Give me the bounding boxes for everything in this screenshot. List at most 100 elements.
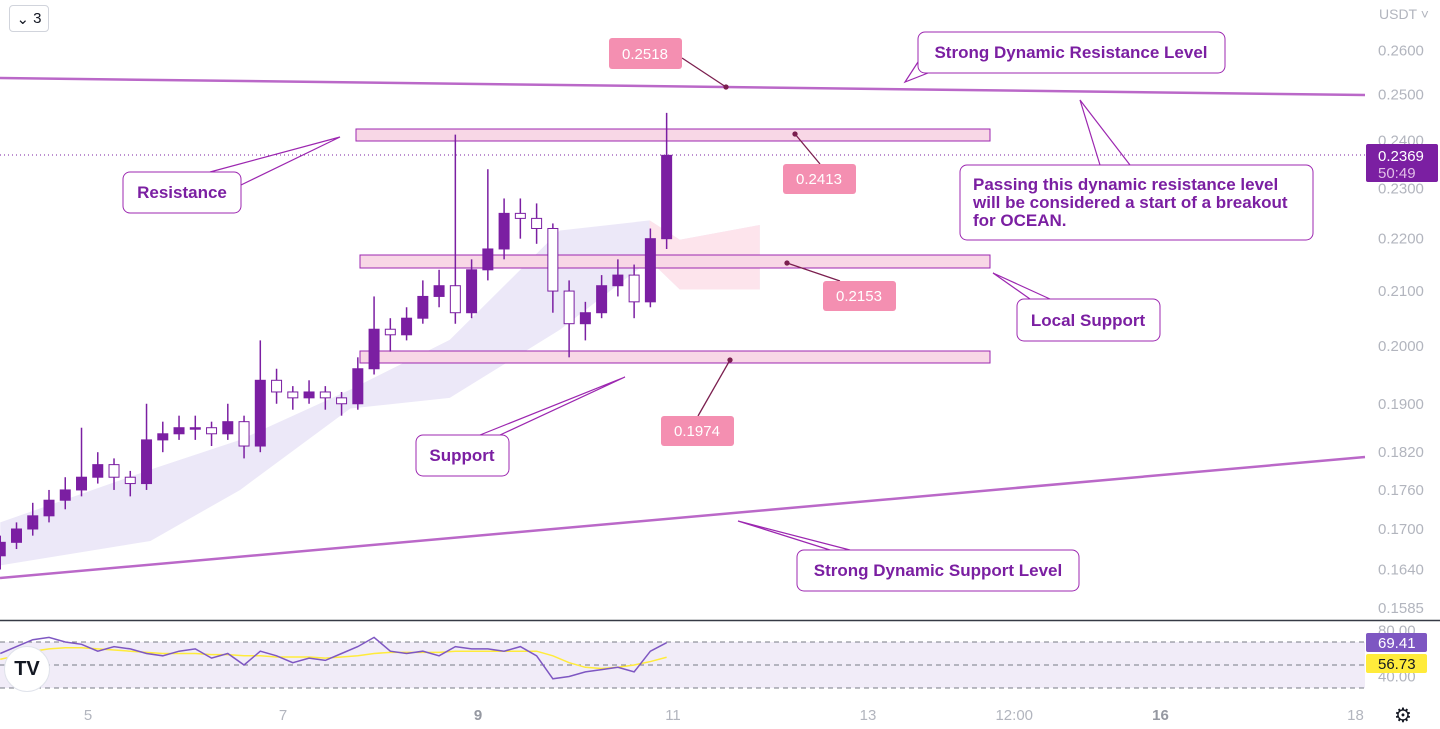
candle-body [303,391,315,399]
price-tick-label: 0.1820 [1378,444,1424,461]
time-tick-label: 11 [665,707,681,724]
rsi-ma-value: 56.73 [1378,656,1416,673]
callout-support[interactable]: Support [415,434,510,477]
resistance-zone[interactable] [355,128,991,142]
candle-body [222,421,234,435]
candle-body [124,476,136,485]
currency-selector[interactable]: USDT ˅ [1379,6,1429,22]
local-support-zone[interactable] [359,254,991,269]
candle-body [661,154,673,240]
candle-body [141,439,153,485]
callout-strong-support[interactable]: Strong Dynamic Support Level [796,549,1080,592]
price-tick-label: 0.2000 [1378,338,1424,355]
candle-body [352,368,364,405]
price-tick-label: 0.2500 [1378,87,1424,104]
rsi-value-tag: 69.41 [1366,633,1427,652]
callout-text: Strong Dynamic Support Level [814,561,1062,580]
callout-text: will be considered a start of a breakout [972,193,1288,212]
rsi-value: 69.41 [1378,635,1416,652]
dynamic-resistance-trendline[interactable] [0,76,1366,97]
price-tag-0.2153: 0.2153 [823,281,896,311]
rsi-line [0,636,667,680]
price-tick-label: 0.1640 [1378,561,1424,578]
price-pointer-lines [681,57,841,417]
candle-body [449,285,461,314]
price-tag-text: 0.2518 [622,46,668,63]
candle-body [11,528,23,543]
dynamic-support-trendline[interactable] [0,455,1366,580]
time-tick-label: 12:00 [995,707,1033,724]
time-axis[interactable]: 5 7 9 11 13 12:00 16 18 [84,707,1364,724]
candle-body [547,227,559,292]
chevron-down-icon: ⌄ [16,10,30,28]
time-tick-label: 5 [84,707,92,724]
callout-breakout-note[interactable]: Passing this dynamic resistance level wi… [959,164,1314,241]
candle-body [238,421,250,447]
candle-body [417,295,429,319]
callout-resistance[interactable]: Resistance [122,171,242,214]
price-tick-label: 0.1760 [1378,482,1424,499]
time-tick-label: 13 [860,707,877,724]
settings-gear-icon[interactable]: ⚙ [1394,705,1412,727]
interval-selector[interactable]: ⌄ 3 [9,5,49,32]
price-tag-text: 0.1974 [674,423,720,440]
support-zone[interactable] [359,350,991,364]
candle-body [319,391,331,399]
callout-text: Strong Dynamic Resistance Level [934,43,1207,62]
rsi-band [0,642,1365,688]
candle-countdown: 50:49 [1378,165,1416,182]
callout-local-support[interactable]: Local Support [1016,298,1161,342]
price-tick-label: 0.2300 [1378,181,1424,198]
price-tag-0.2518: 0.2518 [609,38,682,69]
candle-body [336,397,348,405]
candle-body [644,238,656,303]
candle-body [612,274,624,287]
time-tick-label: 18 [1347,707,1364,724]
callout-pointers [209,61,1131,551]
candle-body [92,464,104,478]
time-tick-label: 16 [1152,707,1169,724]
chevron-down-icon: ˅ [1420,6,1429,22]
candle-body [579,312,591,325]
price-tick-label: 0.1585 [1378,600,1424,617]
candle-body [254,379,266,447]
callout-text: Local Support [1031,311,1146,330]
candle-body [76,476,88,491]
candle-body [27,515,39,530]
candle-body [0,541,6,557]
candle-body [206,427,218,435]
currency-label: USDT [1379,6,1417,22]
rsi-ma-tag: 56.73 [1366,654,1427,673]
candle-body [59,489,71,501]
callout-strong-resistance[interactable]: Strong Dynamic Resistance Level [917,31,1226,74]
candle-body [384,328,396,336]
price-tick-label: 0.2200 [1378,231,1424,248]
interval-label: 3 [33,10,42,27]
tradingview-logo-icon[interactable]: TV [4,646,50,692]
callout-text: Support [429,446,494,465]
candle-body [271,379,283,393]
time-tick-label: 7 [279,707,287,724]
price-tick-label: 0.2600 [1378,43,1424,60]
candle-body [189,427,201,430]
candle-body [466,269,478,314]
candle-body [514,212,526,219]
last-price-tag: 0.2369 50:49 [1366,144,1438,182]
price-tag-text: 0.2413 [796,171,842,188]
candle-body [482,248,494,271]
callout-text: Resistance [137,183,227,202]
price-tick-label: 0.1700 [1378,521,1424,538]
price-tag-0.1974: 0.1974 [661,416,734,446]
price-axis[interactable]: 0.26000.25000.24000.23000.22000.21000.20… [1378,43,1424,617]
price-tag-0.2413: 0.2413 [783,164,856,194]
candle-body [173,427,185,435]
candle-body [433,285,445,297]
candle-body [368,328,380,370]
candle-body [531,217,543,229]
candle-body [563,290,575,325]
price-tag-text: 0.2153 [836,288,882,305]
price-tick-label: 0.1900 [1378,396,1424,413]
candle-body [157,433,169,441]
